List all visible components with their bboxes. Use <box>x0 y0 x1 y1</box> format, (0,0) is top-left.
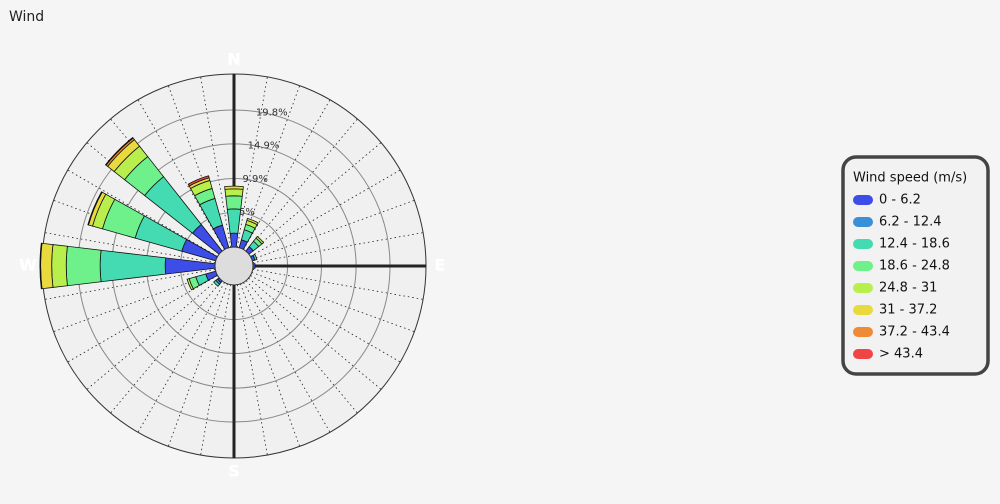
direction-label: S <box>228 462 240 481</box>
bar-segment <box>213 279 221 287</box>
radial-line <box>243 99 331 250</box>
radial-line <box>252 268 424 300</box>
y-tick-label: 5% <box>239 207 255 218</box>
radial-line <box>167 283 228 447</box>
bar-segment <box>255 235 265 245</box>
radial-line <box>200 76 232 248</box>
bar-segment <box>87 191 103 226</box>
legend-label: 37.2 - 43.4 <box>879 325 950 340</box>
legend-label: 0 - 6.2 <box>879 193 921 208</box>
radial-line <box>251 199 415 260</box>
legend-swatch <box>853 349 873 359</box>
radial-line <box>243 282 331 433</box>
bar-segment <box>252 253 258 261</box>
bar-segment <box>186 278 194 291</box>
radial-line <box>137 99 225 250</box>
radial-line <box>250 169 401 257</box>
radial-line <box>251 272 415 333</box>
radial-line <box>44 232 216 264</box>
bar-segment <box>39 242 43 290</box>
legend-swatch <box>853 195 873 205</box>
radial-line <box>236 76 268 248</box>
legend-swatch <box>853 217 873 227</box>
radial-line <box>245 118 358 252</box>
radial-line <box>167 85 228 249</box>
radial-line <box>53 272 217 333</box>
radial-line <box>200 284 232 456</box>
direction-label: E <box>435 256 446 275</box>
bar-segment <box>187 175 210 187</box>
radial-line <box>110 280 223 414</box>
legend-label: > 43.4 <box>879 347 923 362</box>
bar-segment <box>246 217 259 226</box>
bar-segment <box>104 136 134 166</box>
legend-swatch <box>853 327 873 337</box>
radial-line <box>67 169 218 257</box>
chart-title: Wind <box>9 9 44 25</box>
bar-segment <box>225 195 243 210</box>
legend-swatch <box>853 239 873 249</box>
bar-segment <box>65 245 102 287</box>
legend-box <box>841 155 990 376</box>
radial-line <box>245 280 358 414</box>
y-tick-label: 14.9% <box>248 141 280 152</box>
y-tick-label: 9.9% <box>242 174 267 185</box>
legend-label: 12.4 - 18.6 <box>879 237 950 252</box>
bar-segment <box>226 208 242 234</box>
direction-label: W <box>19 256 37 275</box>
direction-label: N <box>227 50 240 69</box>
legend-label: 31 - 37.2 <box>879 303 937 318</box>
radial-line <box>248 277 382 390</box>
bar-segment <box>224 185 244 190</box>
radial-line <box>252 232 424 264</box>
legend-label: 24.8 - 31 <box>879 281 937 296</box>
radial-line <box>248 142 382 255</box>
radial-line <box>236 284 268 456</box>
radial-line <box>86 277 220 390</box>
legend-swatch <box>853 283 873 293</box>
legend-title: Wind speed (m/s) <box>853 171 967 186</box>
legend-swatch <box>853 305 873 315</box>
bar-segment <box>40 242 54 290</box>
radial-line <box>240 283 301 447</box>
bar-segment <box>51 244 68 288</box>
bar-segment <box>229 232 239 248</box>
bar-segment <box>224 188 244 197</box>
center-hole <box>214 246 254 286</box>
legend-label: 18.6 - 24.8 <box>879 259 950 274</box>
radial-line <box>250 275 401 363</box>
radial-line <box>137 282 225 433</box>
legend-label: 6.2 - 12.4 <box>879 215 942 230</box>
legend-swatch <box>853 261 873 271</box>
y-tick-label: 19.8% <box>256 108 288 119</box>
radial-line <box>240 85 301 249</box>
radial-line <box>67 275 218 363</box>
radial-line <box>44 268 216 300</box>
